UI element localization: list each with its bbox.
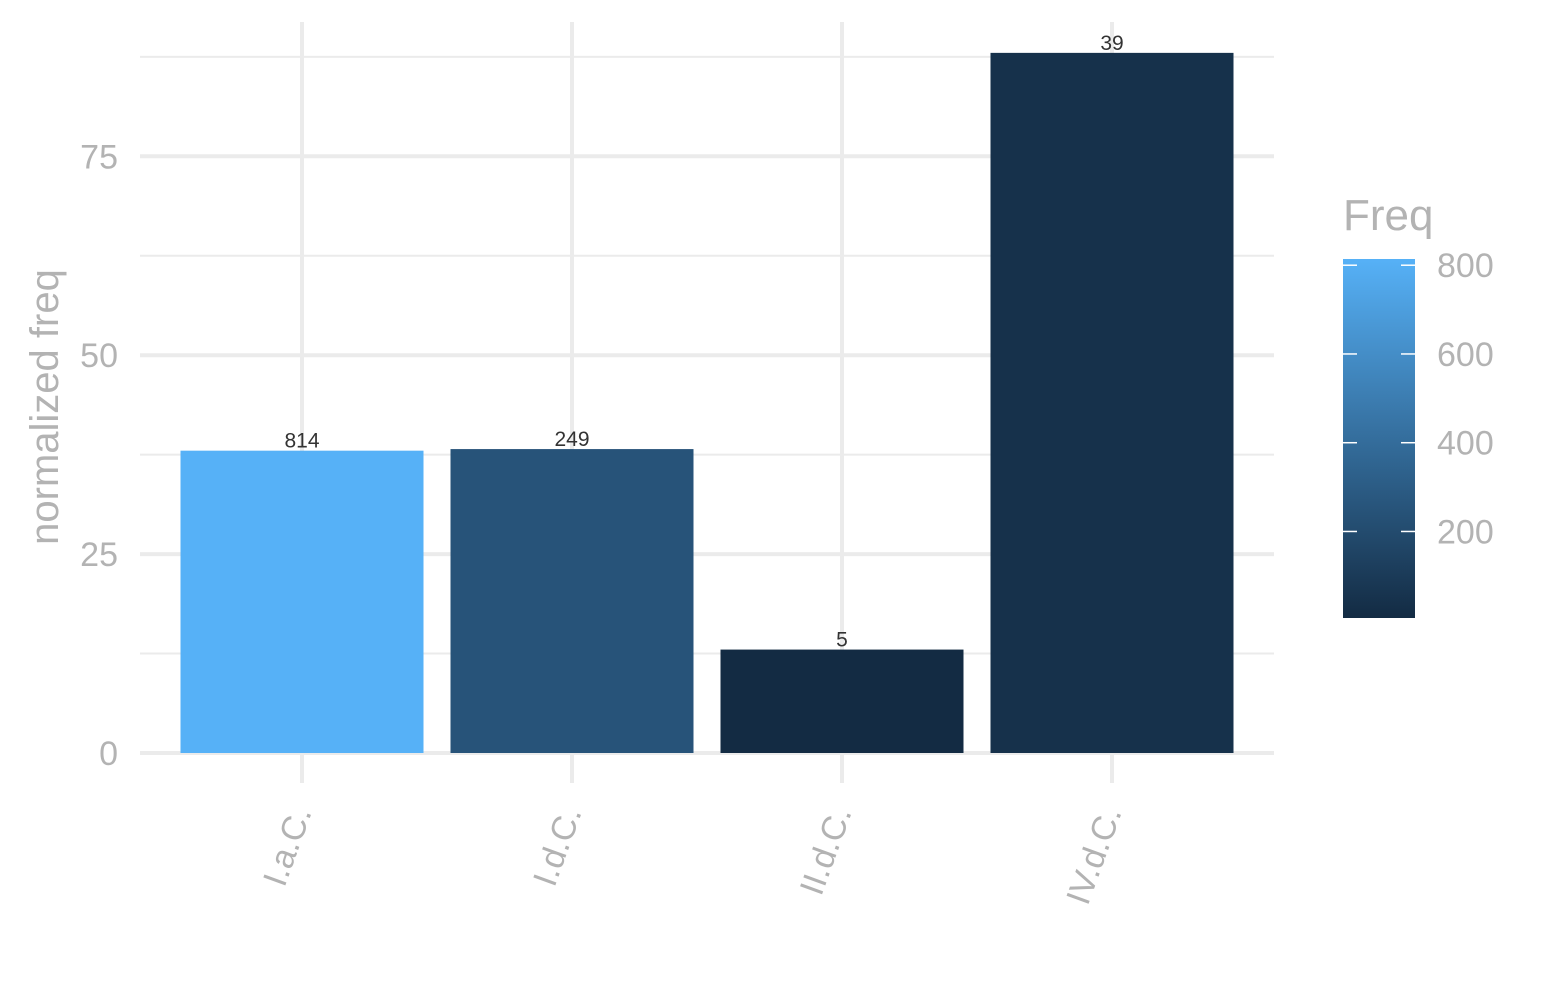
bar-label: 814 [284, 430, 319, 453]
bar-label: 39 [1100, 32, 1123, 55]
bar [990, 52, 1234, 753]
legend-tick-label: 400 [1437, 425, 1494, 463]
x-tick-label: I.d.C. [526, 802, 589, 891]
y-tick-label: 0 [99, 735, 118, 773]
y-tick-label: 50 [80, 337, 118, 375]
legend: Freq 200 400 600 800 [1343, 191, 1494, 618]
legend-ticks: 200 400 600 800 [1343, 247, 1494, 551]
y-tick-label: 75 [80, 138, 118, 176]
bar [450, 449, 694, 753]
legend-colorbar [1343, 259, 1415, 618]
bar-label: 249 [554, 428, 589, 451]
y-axis-title: normalized freq [23, 269, 67, 545]
y-axis: 0 25 50 75 [80, 138, 118, 773]
bar [180, 450, 424, 753]
x-tick-label: II.d.C. [793, 802, 860, 900]
bar-labels: 814 249 5 39 [284, 32, 1123, 652]
x-tick-label: I.a.C. [256, 802, 319, 891]
legend-tick-label: 800 [1437, 247, 1494, 285]
legend-tick-label: 600 [1437, 336, 1494, 374]
bar [720, 649, 964, 753]
legend-title: Freq [1343, 191, 1433, 240]
bar-label: 5 [836, 629, 848, 652]
x-tick-label: IV.d.C. [1059, 802, 1129, 910]
y-tick-label: 25 [80, 536, 118, 574]
x-axis: I.a.C. I.d.C. II.d.C. IV.d.C. [256, 802, 1129, 910]
legend-tick-label: 200 [1437, 513, 1494, 551]
bars [180, 52, 1234, 753]
